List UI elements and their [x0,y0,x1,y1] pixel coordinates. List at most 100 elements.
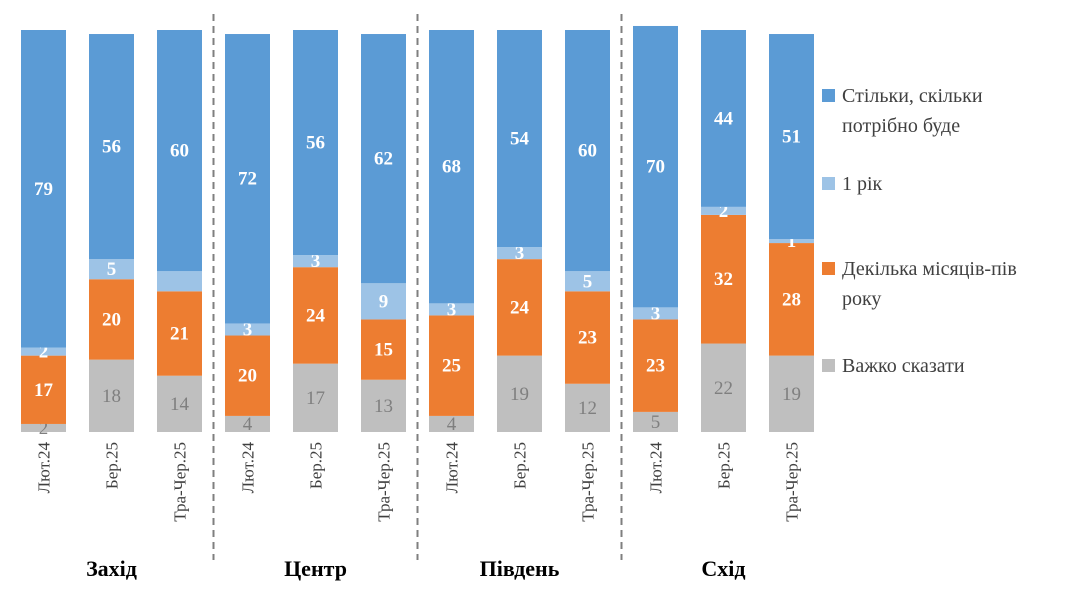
bar-segment [429,415,474,432]
bar-segment [225,335,270,416]
data-label: 60 [170,141,189,162]
data-label: 1 [787,231,797,252]
data-label: 19 [510,384,529,405]
data-label: 24 [306,305,326,326]
legend-entry: року [842,288,881,310]
bar-segment [21,423,66,432]
bar-segment [701,343,746,432]
bar-segment [497,259,542,356]
data-label: 22 [714,378,733,399]
legend-entry: 1 рік [842,173,883,195]
data-label: 3 [515,243,525,264]
data-label: 4 [243,414,253,435]
group-dividers [212,14,623,560]
bar-segment [633,411,678,432]
bar-segment [21,355,66,424]
data-label: 3 [243,319,253,340]
data-label: 5 [651,412,661,433]
group-label: Захід [86,556,137,581]
data-label: 60 [578,141,597,162]
bar-segment [21,347,66,356]
data-label: 2 [719,201,729,222]
legend-swatch [822,89,835,102]
bar-segment [497,247,542,260]
data-label: 3 [311,251,321,272]
bar-segment [361,379,406,432]
data-label: 2 [39,342,49,363]
data-label: 28 [782,289,801,310]
bar-segment [361,319,406,380]
data-label: 19 [782,384,801,405]
legend-entry: потрібно буде [842,115,960,137]
bar-segment [429,315,474,416]
bar-segment [769,355,814,432]
data-label: 72 [238,169,257,190]
bar-segment [565,271,610,292]
data-label: 5 [107,259,117,280]
data-label: 12 [578,398,597,419]
tick-label: Тра-Чер.25 [783,442,802,522]
data-label: 3 [447,299,457,320]
data-label: 51 [782,127,801,148]
data-label: 4 [447,414,457,435]
data-label: 17 [34,380,54,401]
bar-segment [565,383,610,432]
data-label: 15 [374,340,393,361]
legend-entry: Декілька місяців-пів [842,258,1017,280]
bar-segment [293,363,338,432]
bar-segment [157,375,202,432]
bars-layer: 2172791820556142160420372172435613159624… [21,25,814,439]
data-label: 20 [102,309,121,330]
group-labels: Захід Центр Південь Схід [86,556,746,581]
bar-segment [225,34,270,324]
bar-segment [361,34,406,284]
bar-segment [225,415,270,432]
group-label: Центр [284,556,347,581]
data-label: 54 [510,129,530,150]
bar-segment [157,291,202,376]
bar-segment [769,239,814,244]
bar-segment [293,267,338,364]
data-label: 23 [646,356,665,377]
data-label: 9 [379,291,389,312]
tick-label: Лют.24 [647,442,666,494]
tick-label: Тра-Чер.25 [171,442,190,522]
legend-swatch [822,177,835,190]
data-label: 17 [306,388,325,409]
tick-label: Лют.24 [443,442,462,494]
legend-entry: Стільки, скільки [842,85,983,107]
data-label: 24 [510,297,530,318]
tick-label: Бер.25 [715,442,734,489]
data-label: 2 [39,418,49,439]
bar-segment [429,303,474,316]
tick-label: Бер.25 [103,442,122,489]
bar-segment [701,30,746,207]
bar-segment [89,279,134,360]
bar-segment [633,307,678,320]
tick-label: Бер.25 [307,442,326,489]
data-label: 68 [442,157,461,178]
bar-segment [701,206,746,215]
data-label: 14 [170,394,190,415]
bar-segment [293,255,338,268]
bar-segment [633,319,678,412]
data-label: 56 [102,137,121,158]
bar-segment [21,30,66,348]
bar-segment [225,323,270,336]
bar-segment [429,30,474,304]
tick-label: Лют.24 [35,442,54,494]
tick-label: Тра-Чер.25 [375,442,394,522]
tick-label: Лют.24 [239,442,258,494]
bar-segment [497,30,542,248]
bar-segment [565,30,610,272]
bar-segment [701,214,746,344]
bar-segment [157,30,202,272]
bar-segment [769,243,814,356]
data-label: 5 [583,271,593,292]
bar-segment [293,30,338,256]
bar-segment [565,291,610,384]
bar-segment [89,259,134,280]
bar-segment [361,283,406,320]
group-label: Схід [701,556,745,581]
